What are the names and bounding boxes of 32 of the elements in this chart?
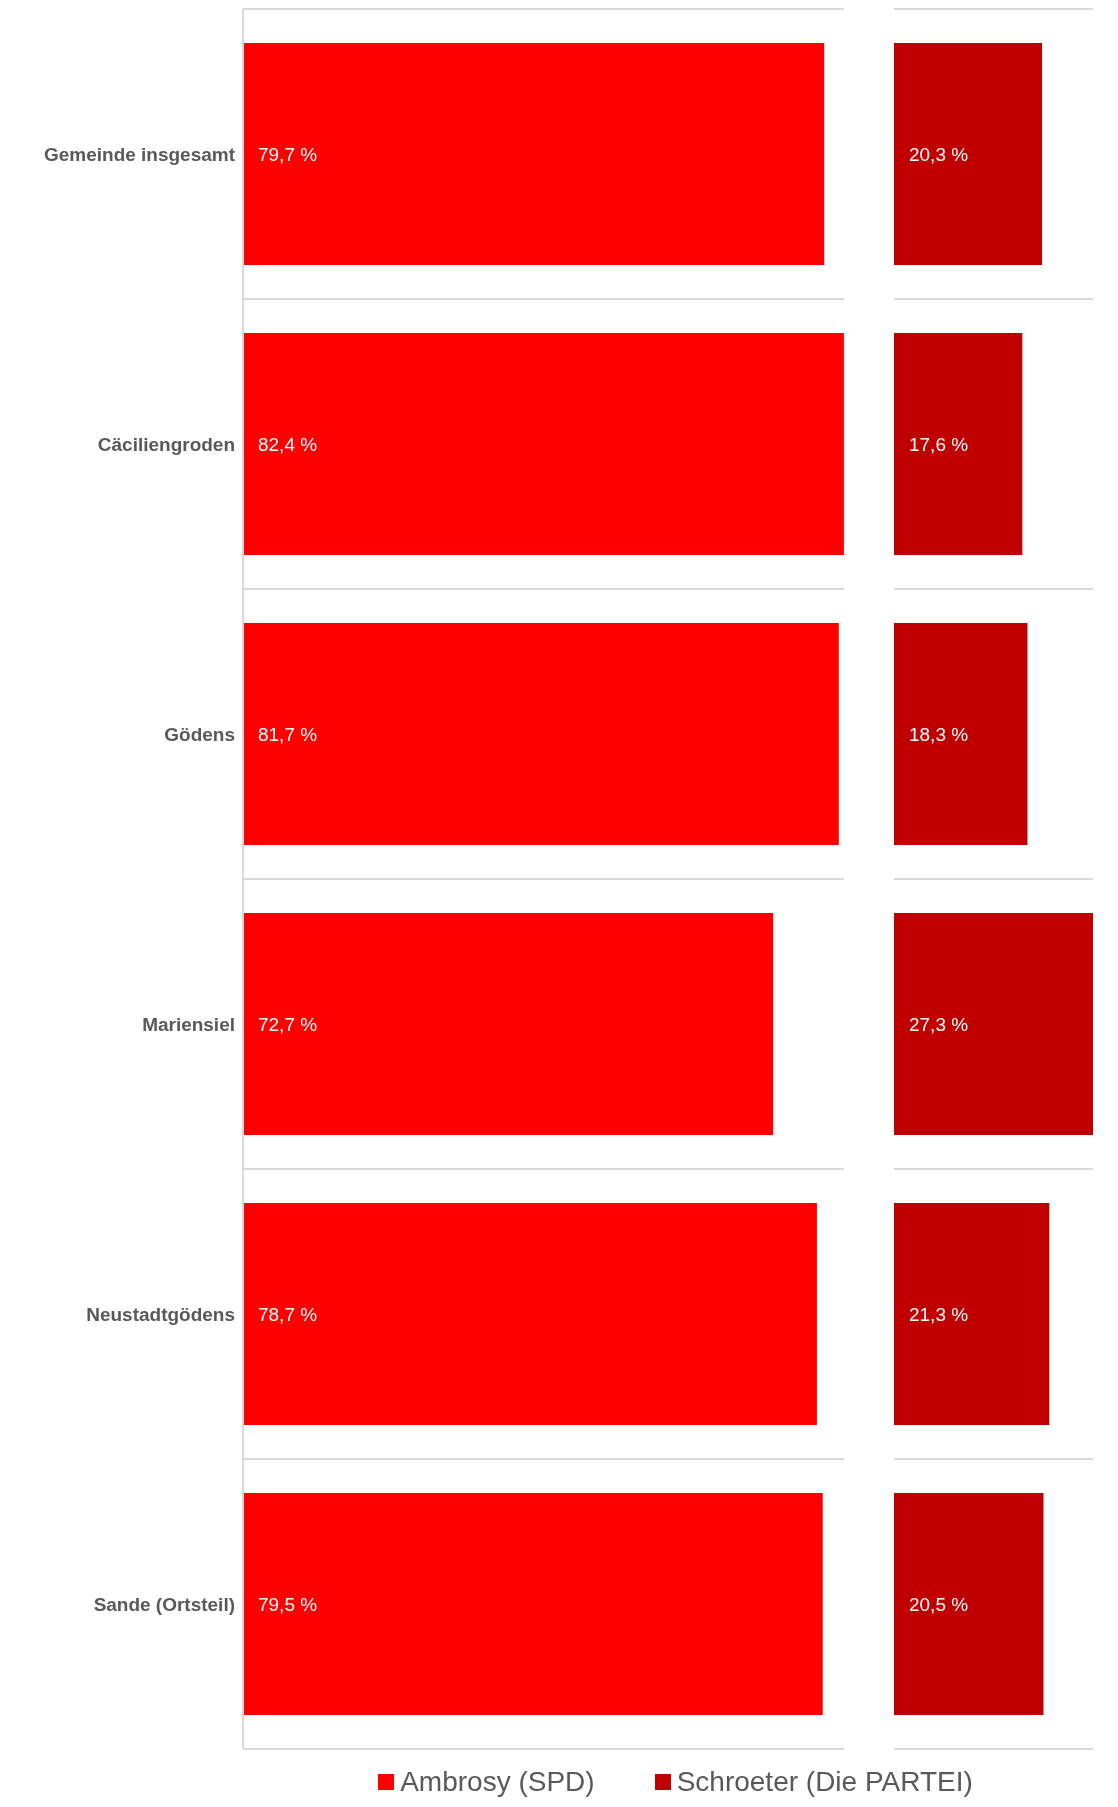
bar: [893, 333, 1023, 556]
bar: [243, 1203, 817, 1425]
data-label: 20,3 %: [908, 143, 969, 165]
bar: [243, 333, 844, 555]
data-label: 20,5 %: [908, 1593, 969, 1615]
data-label: 82,4 %: [258, 433, 318, 455]
data-label: 78,7 %: [258, 1303, 318, 1325]
data-label: 79,7 %: [258, 143, 318, 165]
bar: [243, 1493, 823, 1715]
data-label: 18,3 %: [908, 723, 969, 745]
data-label: 17,6 %: [908, 433, 969, 455]
y-tick-label: Mariensiel: [142, 1013, 235, 1035]
legend-label: Ambrosy (SPD): [400, 1766, 595, 1798]
y-tick-label: Sande (Ortsteil): [93, 1593, 235, 1615]
bar: [893, 1492, 1044, 1715]
bar: [243, 623, 839, 845]
bar: [893, 623, 1028, 845]
data-label: 21,3 %: [908, 1303, 969, 1325]
y-tick-label: Cäciliengroden: [97, 433, 235, 455]
bar: [243, 913, 774, 1135]
data-label: 72,7 %: [258, 1013, 318, 1035]
y-tick-label: Gödens: [164, 723, 235, 745]
bar: [893, 43, 1042, 266]
bar: [893, 1202, 1050, 1425]
bar: [243, 43, 825, 265]
y-tick-label: Gemeinde insgesamt: [44, 143, 236, 165]
data-label: 79,5 %: [258, 1593, 318, 1615]
legend-label: Schroeter (Die PARTEI): [676, 1766, 973, 1798]
bar: [893, 913, 1093, 1135]
y-tick-label: Neustadtgödens: [86, 1303, 235, 1325]
data-label: 27,3 %: [908, 1013, 969, 1035]
data-label: 81,7 %: [258, 723, 318, 745]
